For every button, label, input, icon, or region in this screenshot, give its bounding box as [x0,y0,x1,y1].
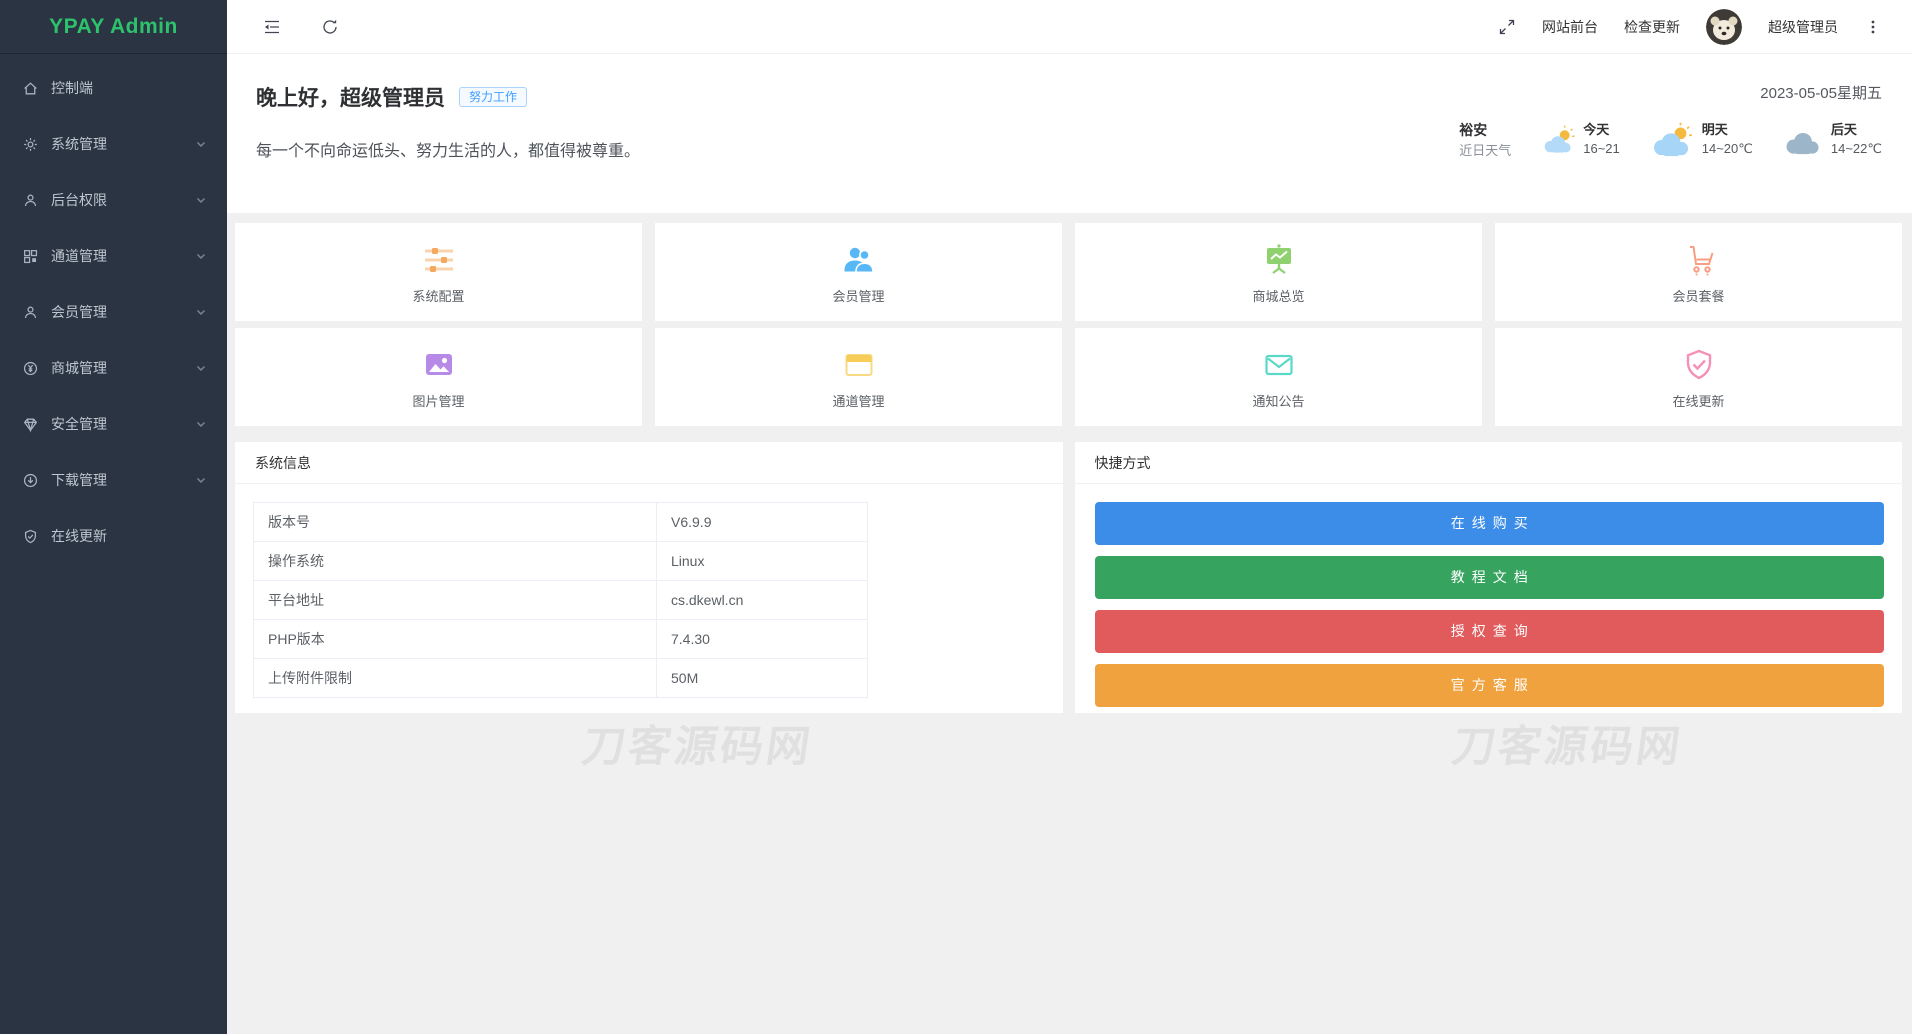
shortcut-system-config[interactable]: 系统配置 [235,223,642,321]
system-info-table: 版本号 V6.9.9 操作系统 Linux 平台地址 cs.dkewl.cn [253,502,868,698]
sidebar-item-download[interactable]: 下载管理 [0,452,227,508]
users-icon [839,240,879,280]
weather-widget: 裕安 近日天气 今天 16~21 [1459,120,1882,161]
shortcut-mall-overview[interactable]: 商城总览 [1075,223,1482,321]
weather-day-tomorrow: 明天 14~20℃ [1648,121,1753,159]
chevron-down-icon [195,250,207,262]
shortcut-member-management[interactable]: 会员管理 [655,223,1062,321]
cart-icon [1679,240,1719,280]
sidebar-item-system[interactable]: 系统管理 [0,116,227,172]
table-row: 操作系统 Linux [253,541,868,581]
sidebar-item-console[interactable]: 控制端 [0,60,227,116]
status-badge: 努力工作 [459,87,528,107]
table-row: PHP版本 7.4.30 [253,619,868,659]
tutorial-docs-button[interactable]: 教程文档 [1094,556,1884,599]
chevron-down-icon [195,306,207,318]
chevron-down-icon [195,194,207,206]
envelope-icon [1259,345,1299,385]
motto-text: 每一个不向命运低头、努力生活的人，都值得被尊重。 [256,143,641,160]
chart-board-icon [1259,240,1299,280]
collapse-sidebar-icon[interactable] [263,18,281,36]
weather-subtitle: 近日天气 [1459,143,1512,158]
shortcut-channel-management[interactable]: 通道管理 [655,328,1062,426]
cloud-icon [1781,124,1825,156]
check-update-link[interactable]: 检查更新 [1624,18,1680,35]
quick-links-panel: 快捷方式 在线购买 教程文档 授权查询 官方客服 [1074,442,1902,713]
page-content: 晚上好，超级管理员 努力工作 每一个不向命运低头、努力生活的人，都值得被尊重。 … [227,54,1912,1034]
chevron-down-icon [195,362,207,374]
gear-icon [22,136,39,153]
shortcut-image-management[interactable]: 图片管理 [235,328,642,426]
home-icon [22,80,39,97]
main-area: 网站前台 检查更新 超级管理员 晚上好，超级管理员 努力工作 每一个不向命运低头… [227,0,1912,1034]
buy-online-button[interactable]: 在线购买 [1094,502,1884,545]
system-info-title: 系统信息 [235,442,1063,484]
table-row: 上传附件限制 50M [253,658,868,698]
user-icon [22,192,39,209]
table-row: 版本号 V6.9.9 [253,502,868,542]
sidebar-item-admin-perms[interactable]: 后台权限 [0,172,227,228]
weather-day-after: 后天 14~22℃ [1781,121,1882,159]
sun-cloud-icon [1539,125,1577,155]
watermark-text: 刀客源码网 [579,723,816,771]
watermark-text: 刀客源码网 [1449,723,1686,771]
shortcut-notice[interactable]: 通知公告 [1075,328,1482,426]
date-label: 2023-05-05星期五 [1760,85,1882,102]
chevron-down-icon [195,474,207,486]
app-logo: YPAY Admin [0,0,227,54]
download-circle-icon [22,472,39,489]
shortcut-online-update[interactable]: 在线更新 [1495,328,1902,426]
avatar[interactable] [1706,8,1742,45]
official-support-button[interactable]: 官方客服 [1094,664,1884,707]
chevron-down-icon [195,418,207,430]
refresh-icon[interactable] [321,18,339,36]
shortcut-member-packages[interactable]: 会员套餐 [1495,223,1902,321]
sun-cloud-icon [1648,122,1696,158]
kebab-menu-icon[interactable] [1864,18,1882,36]
sidebar-item-channels[interactable]: 通道管理 [0,228,227,284]
site-frontend-link[interactable]: 网站前台 [1542,18,1598,35]
license-query-button[interactable]: 授权查询 [1094,610,1884,653]
chevron-down-icon [195,138,207,150]
sidebar: YPAY Admin 控制端 系统管理 [0,0,227,1034]
shield-check-icon [22,528,39,545]
sidebar-menu: 控制端 系统管理 后台权限 [0,54,227,564]
sidebar-item-online-update[interactable]: 在线更新 [0,508,227,564]
shield-check-icon [1679,345,1719,385]
fullscreen-icon[interactable] [1498,18,1516,36]
card-icon [839,345,879,385]
sidebar-item-security[interactable]: 安全管理 [0,396,227,452]
weather-day-today: 今天 16~21 [1539,121,1620,159]
weather-city: 裕安 [1459,122,1488,138]
user-icon [22,304,39,321]
sliders-icon [419,240,459,280]
grid-icon [22,248,39,265]
topbar: 网站前台 检查更新 超级管理员 [227,0,1912,54]
greeting-title: 晚上好，超级管理员 [256,87,445,110]
table-row: 平台地址 cs.dkewl.cn [253,580,868,620]
shortcut-grid: 系统配置 会员管理 商城总览 [235,223,1902,426]
image-icon [419,345,459,385]
current-user-label[interactable]: 超级管理员 [1768,18,1838,35]
greeting-panel: 晚上好，超级管理员 努力工作 每一个不向命运低头、努力生活的人，都值得被尊重。 … [227,54,1912,213]
quick-links-title: 快捷方式 [1074,442,1902,484]
gem-icon [22,416,39,433]
sidebar-item-mall[interactable]: 商城管理 [0,340,227,396]
yen-circle-icon [22,360,39,377]
sidebar-item-members[interactable]: 会员管理 [0,284,227,340]
system-info-panel: 系统信息 版本号 V6.9.9 操作系统 Linux [235,442,1063,713]
